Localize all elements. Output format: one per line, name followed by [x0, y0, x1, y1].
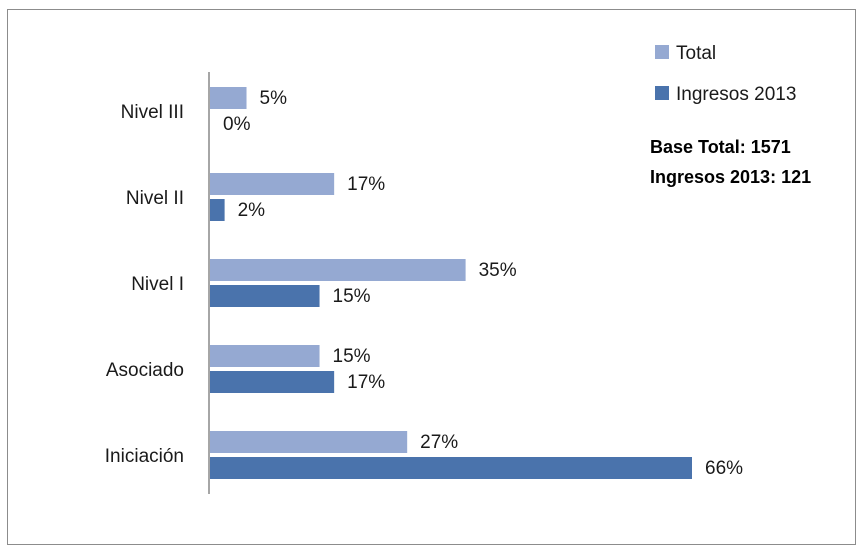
value-label-total-nivel-ii: 17%	[347, 174, 385, 195]
category-label-asociado: Asociado	[106, 360, 184, 381]
category-label-nivel-i: Nivel I	[131, 274, 184, 295]
legend: Total Ingresos 2013	[655, 43, 796, 105]
legend-swatch-total	[655, 45, 669, 59]
bar-total-nivel-ii	[210, 173, 335, 195]
category-label-nivel-ii: Nivel II	[126, 188, 184, 209]
base-total-note: Base Total: 1571	[650, 137, 791, 157]
bar-ingresos-2013-nivel-ii	[210, 199, 225, 221]
bar-ingresos-2013-asociado	[210, 371, 335, 393]
value-label-total-asociado: 15%	[333, 346, 371, 367]
legend-label-ingresos-2013: Ingresos 2013	[676, 84, 796, 105]
value-label-ingresos-2013-asociado: 17%	[347, 372, 385, 393]
value-label-ingresos-2013-nivel-ii: 2%	[238, 200, 266, 221]
legend-label-total: Total	[676, 43, 716, 64]
labels-group: Nivel III 5% 0% Nivel II 17% 2% Nivel I 35% 15% A…	[105, 88, 743, 479]
bar-ingresos-2013-iniciacion	[210, 457, 692, 479]
value-label-total-nivel-iii: 5%	[260, 88, 288, 109]
value-label-ingresos-2013-nivel-i: 15%	[333, 286, 371, 307]
legend-swatch-ingresos-2013	[655, 86, 669, 100]
ingresos-2013-note: Ingresos 2013: 121	[650, 167, 811, 187]
value-label-total-iniciacion: 27%	[420, 432, 458, 453]
bars-group	[210, 87, 692, 479]
value-label-total-nivel-i: 35%	[479, 260, 517, 281]
bar-total-iniciacion	[210, 431, 408, 453]
category-label-nivel-iii: Nivel III	[121, 102, 184, 123]
bar-total-nivel-iii	[210, 87, 247, 109]
value-label-ingresos-2013-nivel-iii: 0%	[223, 114, 251, 135]
bar-total-nivel-i	[210, 259, 466, 281]
category-label-iniciacion: Iniciación	[105, 446, 184, 467]
value-label-ingresos-2013-iniciacion: 66%	[705, 458, 743, 479]
bar-total-asociado	[210, 345, 320, 367]
bar-ingresos-2013-nivel-i	[210, 285, 320, 307]
